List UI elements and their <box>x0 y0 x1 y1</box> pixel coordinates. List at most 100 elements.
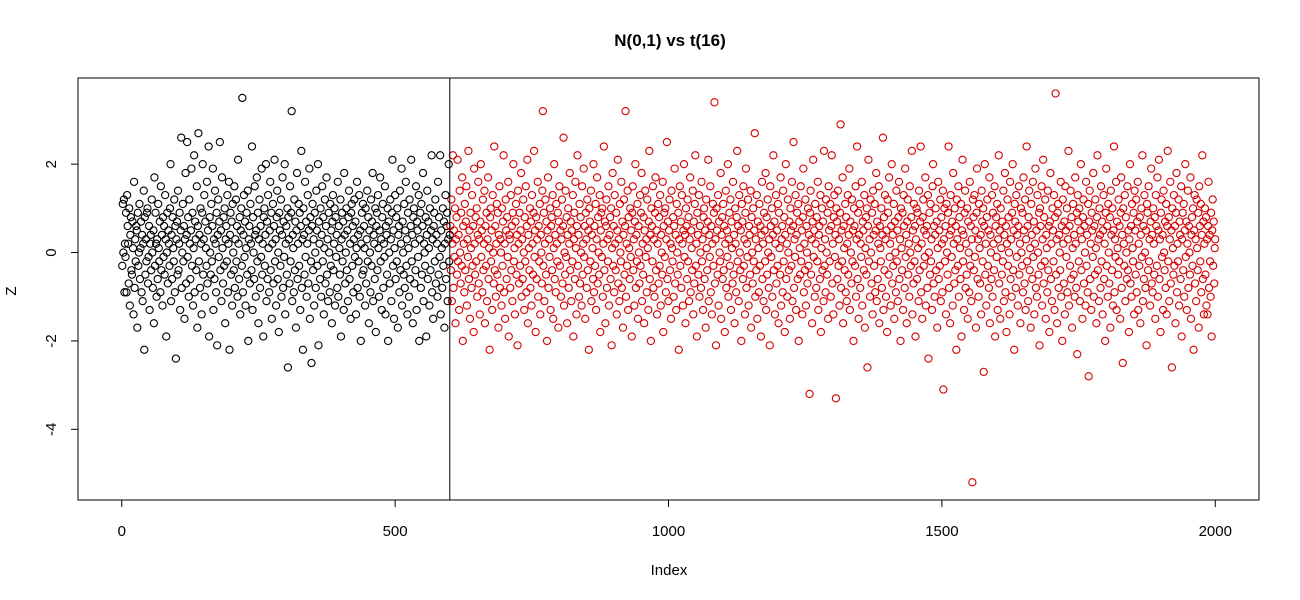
data-point <box>767 252 776 262</box>
data-point <box>1198 151 1207 160</box>
data-point <box>140 345 149 354</box>
data-point <box>747 213 756 222</box>
data-point <box>620 270 629 279</box>
data-point <box>438 204 447 213</box>
data-point <box>695 221 705 231</box>
data-point <box>610 288 619 297</box>
data-point <box>1059 239 1068 248</box>
data-point <box>1007 208 1017 217</box>
data-point <box>943 208 953 217</box>
data-point <box>855 230 864 240</box>
data-point <box>272 213 281 222</box>
data-point <box>1192 195 1201 204</box>
data-point <box>719 199 728 209</box>
data-point <box>904 239 913 248</box>
data-point <box>950 204 959 213</box>
data-point <box>533 177 542 186</box>
data-point <box>438 283 447 293</box>
data-point <box>454 230 463 240</box>
data-point <box>469 327 478 337</box>
data-point <box>677 190 687 200</box>
data-point <box>276 261 285 270</box>
data-point <box>1034 208 1044 217</box>
data-point <box>690 199 699 209</box>
data-point <box>601 319 610 328</box>
data-point <box>362 235 371 244</box>
data-point <box>632 230 641 240</box>
data-point <box>924 248 934 257</box>
data-point <box>537 279 546 288</box>
data-point <box>896 204 906 213</box>
data-point <box>412 217 422 226</box>
data-point <box>784 266 794 275</box>
data-point <box>122 190 132 200</box>
data-point <box>532 274 541 284</box>
data-point <box>539 208 549 217</box>
data-point <box>1040 257 1049 266</box>
data-point <box>541 270 551 279</box>
data-point <box>1014 182 1024 191</box>
data-point <box>853 274 862 284</box>
data-point <box>865 292 875 301</box>
data-point <box>658 270 667 279</box>
data-point <box>316 292 326 301</box>
data-point <box>704 296 713 306</box>
data-point <box>1054 283 1063 293</box>
data-point <box>1042 230 1051 240</box>
data-point <box>1043 288 1052 297</box>
data-point <box>485 213 495 222</box>
data-point <box>1071 239 1080 248</box>
data-point <box>325 288 334 297</box>
data-point <box>642 288 651 297</box>
data-point <box>848 257 857 266</box>
data-point <box>1127 292 1136 301</box>
data-point <box>770 217 779 226</box>
data-point <box>894 213 903 222</box>
data-point <box>463 252 473 262</box>
data-point <box>937 239 946 248</box>
data-point <box>299 204 308 213</box>
data-point <box>180 314 189 323</box>
data-point <box>572 221 582 231</box>
data-point <box>743 195 753 204</box>
data-point <box>633 314 643 323</box>
data-point <box>999 296 1009 306</box>
data-point <box>129 177 139 186</box>
data-point <box>552 239 561 248</box>
data-point <box>1091 195 1100 204</box>
data-point <box>304 279 313 288</box>
data-point <box>756 332 766 341</box>
data-point <box>995 279 1004 288</box>
data-point <box>975 243 984 253</box>
data-point <box>635 279 644 288</box>
data-point <box>654 213 664 222</box>
data-point <box>488 305 497 315</box>
data-point <box>1164 257 1173 266</box>
data-point <box>984 226 993 235</box>
data-point <box>392 257 401 266</box>
data-point <box>858 301 867 310</box>
data-point <box>845 305 855 315</box>
data-point <box>278 283 288 293</box>
data-point <box>682 274 692 284</box>
data-point <box>279 217 288 226</box>
data-point <box>251 292 260 301</box>
data-point <box>481 221 490 231</box>
data-point <box>765 341 774 350</box>
data-point <box>134 261 143 270</box>
data-point <box>969 266 979 275</box>
data-point <box>910 257 919 266</box>
data-point <box>1203 221 1213 231</box>
data-point <box>1124 327 1134 337</box>
data-point <box>700 226 710 235</box>
data-point <box>239 230 248 240</box>
data-point <box>907 146 917 156</box>
data-point <box>180 235 190 244</box>
data-point <box>333 177 342 186</box>
data-point <box>248 305 257 315</box>
data-point <box>1151 190 1160 200</box>
data-point <box>816 327 826 337</box>
data-point <box>465 314 475 323</box>
data-point <box>472 204 481 213</box>
data-point <box>555 261 565 270</box>
